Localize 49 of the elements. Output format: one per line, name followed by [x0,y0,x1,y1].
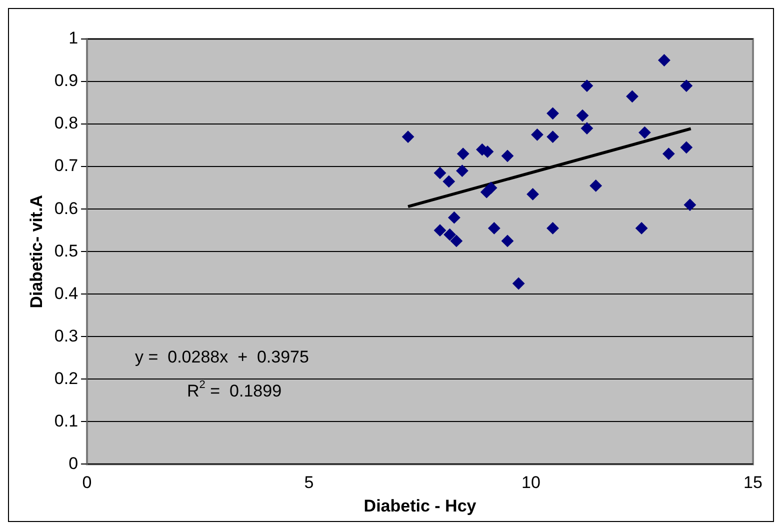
point [448,212,460,224]
y-tick-label: 0.1 [54,411,78,430]
point [434,224,446,236]
point [546,107,559,120]
y-tick-label: 1 [68,28,78,48]
point [501,234,514,247]
point [501,150,514,162]
point [580,122,593,134]
point [434,166,446,179]
point [531,128,544,141]
point [488,222,500,234]
point [546,130,559,143]
y-axis-title: Diabetic- vit.A [26,194,46,308]
point [450,234,462,247]
point [590,180,602,192]
point [636,222,648,234]
y-tick-label: 0.8 [54,114,78,133]
y-tick-label: 0.2 [54,368,78,388]
point [680,80,692,92]
y-tick-label: 0.5 [54,241,78,260]
x-tick-label: 15 [744,473,762,492]
point [684,198,696,211]
point [546,222,559,234]
x-axis-title: Diabetic - Hcy [364,496,477,516]
x-tick-label: 5 [304,473,314,492]
point [638,126,651,139]
point [485,182,498,194]
point [457,148,470,160]
point [456,164,468,177]
y-tick-label: 0.3 [54,326,78,346]
point [680,141,692,154]
y-tick-label: 0.6 [54,198,78,218]
point [658,54,670,66]
point [512,277,525,290]
x-tick-label: 0 [82,473,92,492]
y-tick-label: 0.7 [54,156,78,176]
point [402,130,414,143]
point [626,90,638,102]
point [442,175,455,188]
y-tick-label: 0.4 [54,284,78,303]
y-tick-label: 0.9 [54,71,78,90]
y-tick-label: 0 [68,454,78,473]
x-tick-label: 10 [522,473,540,492]
point [444,228,456,241]
point [662,148,675,160]
point [580,80,593,92]
point [526,188,539,200]
annotation: y = 0.0288x + 0.3975 [135,348,309,367]
point [576,110,589,122]
